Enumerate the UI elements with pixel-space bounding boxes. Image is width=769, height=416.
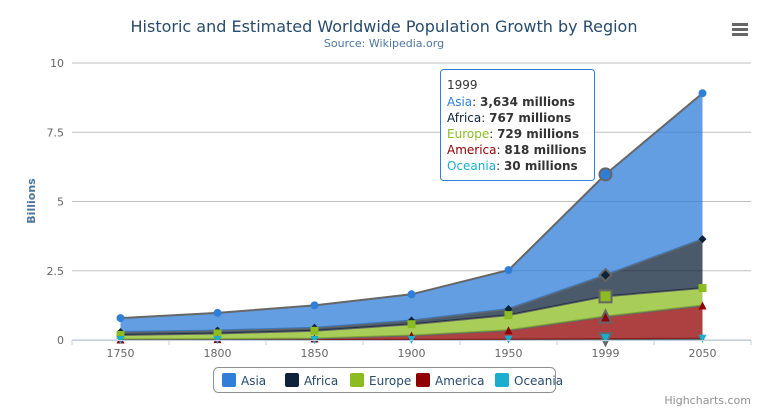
tooltip-row: Africa: 767 millions — [447, 111, 571, 125]
data-point-america[interactable] — [597, 308, 614, 324]
data-point-europe[interactable] — [116, 330, 125, 339]
x-tick-label: 1850 — [301, 347, 329, 360]
tooltip-value: 3,634 millions — [480, 95, 575, 109]
data-point-america[interactable] — [504, 326, 513, 335]
legend-symbol — [350, 373, 364, 387]
tooltip-value: 818 millions — [504, 143, 586, 157]
menu-button[interactable] — [729, 18, 751, 38]
data-point-asia[interactable] — [116, 314, 125, 323]
tooltip-row: America: 818 millions — [447, 143, 586, 157]
legend-symbol — [495, 373, 509, 387]
tooltip-series-name: Africa — [447, 111, 481, 125]
x-tick-label: 1750 — [107, 347, 135, 360]
legend-item-europe[interactable]: Europe — [350, 373, 411, 388]
legend-label: Asia — [241, 374, 266, 388]
credits-link[interactable]: Highcharts.com — [664, 394, 751, 407]
legend-item-africa[interactable]: Africa — [285, 373, 338, 388]
x-tick-label: 1950 — [495, 347, 523, 360]
data-point-asia[interactable] — [598, 167, 613, 182]
legend-label: Europe — [369, 374, 411, 388]
tooltip-row: Europe: 729 millions — [447, 127, 579, 141]
data-point-oceania[interactable] — [504, 335, 513, 344]
tooltip-value: 767 millions — [489, 111, 571, 125]
data-point-europe[interactable] — [598, 289, 613, 304]
data-point-asia[interactable] — [407, 290, 416, 299]
chart-subtitle: Source: Wikipedia.org — [324, 37, 444, 50]
tooltip-row: Asia: 3,634 millions — [447, 95, 575, 109]
legend-item-oceania[interactable]: Oceania — [495, 373, 563, 388]
data-point-asia[interactable] — [310, 301, 319, 310]
legend-label: Oceania — [514, 374, 563, 388]
area-asia[interactable] — [120, 93, 703, 332]
data-point-oceania[interactable] — [407, 335, 416, 344]
data-point-oceania[interactable] — [213, 335, 222, 344]
x-tick-label: 2050 — [689, 347, 717, 360]
legend-label: America — [435, 374, 485, 388]
data-point-europe[interactable] — [407, 320, 416, 329]
data-point-asia[interactable] — [504, 266, 513, 275]
y-tick-label: 2.5 — [47, 265, 65, 278]
data-point-asia[interactable] — [698, 89, 707, 98]
tooltip-value: 729 millions — [497, 127, 579, 141]
x-tick-label: 1900 — [398, 347, 426, 360]
tooltip-value: 30 millions — [504, 159, 578, 173]
tooltip: 1999 Asia: 3,634 millions Africa: 767 mill… — [440, 69, 595, 181]
data-point-europe[interactable] — [310, 326, 319, 335]
data-point-africa[interactable] — [698, 235, 707, 244]
legend-item-america[interactable]: America — [416, 373, 485, 388]
legend-symbol — [222, 373, 236, 387]
tooltip-header: 1999 — [447, 78, 478, 92]
data-point-africa[interactable] — [598, 267, 613, 283]
data-point-asia[interactable] — [213, 308, 222, 317]
tooltip-series-name: Europe — [447, 127, 489, 141]
chart-title: Historic and Estimated Worldwide Populat… — [131, 17, 638, 36]
data-point-africa[interactable] — [504, 304, 513, 313]
data-point-europe[interactable] — [698, 284, 707, 293]
area-africa[interactable] — [120, 239, 703, 335]
x-tick-label: 1999 — [592, 347, 620, 360]
y-tick-label: 10 — [50, 57, 64, 70]
data-point-oceania[interactable] — [597, 332, 614, 348]
data-point-europe[interactable] — [504, 311, 513, 320]
legend-label: Africa — [304, 374, 338, 388]
tooltip-series-name: Oceania — [447, 159, 496, 173]
area-america[interactable] — [120, 305, 703, 340]
hamburger-menu-icon — [732, 23, 748, 26]
y-tick-label: 0 — [57, 334, 64, 347]
y-axis-label: Billions — [25, 178, 38, 224]
tooltip-series-name: America — [447, 143, 497, 157]
data-point-oceania[interactable] — [310, 335, 319, 344]
x-tick-label: 1800 — [204, 347, 232, 360]
legend-symbol — [416, 373, 430, 387]
data-point-europe[interactable] — [213, 329, 222, 338]
tooltip-row: Oceania: 30 millions — [447, 159, 578, 173]
legend — [213, 367, 556, 393]
y-tick-label: 5 — [57, 196, 64, 209]
data-point-oceania[interactable] — [698, 334, 707, 343]
data-point-america[interactable] — [698, 301, 707, 310]
tooltip-series-name: Asia — [447, 95, 472, 109]
data-point-oceania[interactable] — [116, 335, 125, 344]
legend-symbol — [285, 373, 299, 387]
y-tick-label: 7.5 — [47, 126, 65, 139]
legend-item-asia[interactable]: Asia — [222, 373, 266, 388]
